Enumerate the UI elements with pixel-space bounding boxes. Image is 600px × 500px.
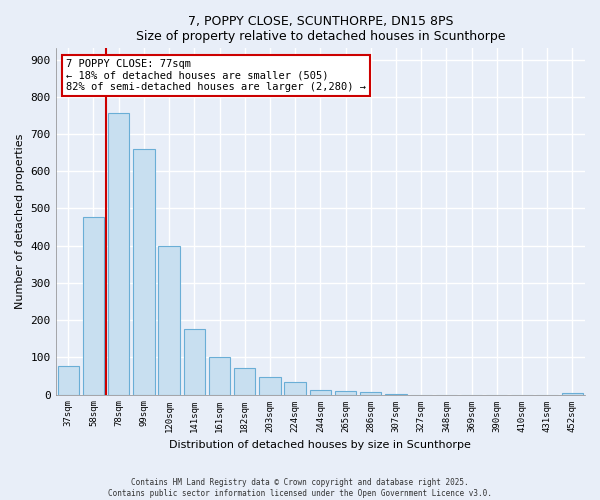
Text: 7 POPPY CLOSE: 77sqm
← 18% of detached houses are smaller (505)
82% of semi-deta: 7 POPPY CLOSE: 77sqm ← 18% of detached h… — [66, 58, 366, 92]
Bar — [234, 368, 256, 394]
Bar — [83, 216, 104, 394]
Y-axis label: Number of detached properties: Number of detached properties — [15, 134, 25, 309]
Bar — [133, 149, 155, 394]
Bar — [158, 246, 180, 394]
X-axis label: Distribution of detached houses by size in Scunthorpe: Distribution of detached houses by size … — [169, 440, 471, 450]
Bar — [58, 366, 79, 394]
Bar — [259, 377, 281, 394]
Bar — [108, 114, 130, 394]
Bar — [310, 390, 331, 394]
Text: Contains HM Land Registry data © Crown copyright and database right 2025.
Contai: Contains HM Land Registry data © Crown c… — [108, 478, 492, 498]
Bar — [360, 392, 382, 394]
Bar — [284, 382, 306, 394]
Bar — [335, 391, 356, 394]
Title: 7, POPPY CLOSE, SCUNTHORPE, DN15 8PS
Size of property relative to detached house: 7, POPPY CLOSE, SCUNTHORPE, DN15 8PS Siz… — [136, 15, 505, 43]
Bar — [209, 356, 230, 395]
Bar — [562, 393, 583, 394]
Bar — [184, 330, 205, 394]
